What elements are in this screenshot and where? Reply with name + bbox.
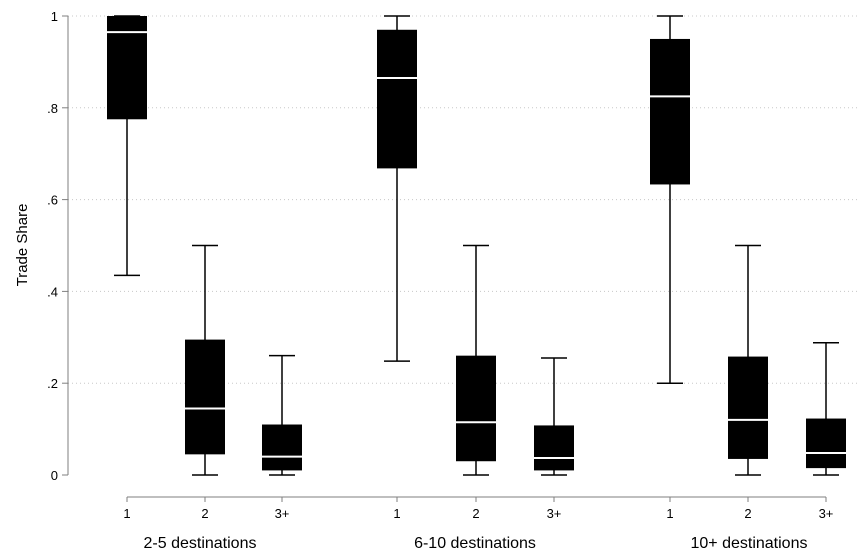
y-tick-label: .4	[47, 284, 58, 299]
box-body	[377, 29, 417, 169]
box-body	[534, 425, 574, 471]
group-label: 2-5 destinations	[144, 535, 257, 552]
box-1-2	[185, 244, 225, 476]
y-axis: 0 .2 .4 .6 .8 1	[47, 9, 69, 483]
box-body	[728, 356, 768, 459]
box-3-2	[728, 244, 768, 476]
group-label: 10+ destinations	[691, 535, 808, 552]
y-tick-label: 0	[51, 468, 58, 483]
box-body	[456, 355, 496, 462]
box-3-3plus	[806, 342, 846, 476]
box-2-2	[456, 244, 496, 476]
x-tick-label: 2	[744, 506, 751, 521]
y-tick-label: .6	[47, 193, 58, 208]
x-tick-label: 2	[201, 506, 208, 521]
box-body	[107, 16, 147, 120]
y-tick-label: 1	[51, 9, 58, 24]
x-tick-label: 3+	[547, 506, 562, 521]
y-axis-title: Trade Share	[14, 204, 31, 287]
y-tick-label: .8	[47, 101, 58, 116]
box-2-3plus	[534, 357, 574, 476]
y-tick-label: .2	[47, 376, 58, 391]
box-1-1	[107, 15, 147, 277]
box-body	[806, 418, 846, 469]
box-2-1	[377, 15, 417, 362]
box-body	[650, 38, 690, 185]
x-tick-label: 3+	[275, 506, 290, 521]
group-label: 6-10 destinations	[414, 535, 536, 552]
boxes	[107, 15, 846, 476]
box-1-3plus	[262, 354, 302, 476]
x-tick-label: 1	[393, 506, 400, 521]
x-tick-label: 1	[666, 506, 673, 521]
x-tick-label: 3+	[819, 506, 834, 521]
x-axis: 1 2 3+ 2-5 destinations 1 2 3+ 6-10 destination…	[123, 496, 834, 552]
x-tick-label: 2	[472, 506, 479, 521]
box-3-1	[650, 15, 690, 384]
gridlines	[68, 15, 858, 384]
box-body	[262, 424, 302, 471]
box-body	[185, 339, 225, 455]
x-tick-label: 1	[123, 506, 130, 521]
